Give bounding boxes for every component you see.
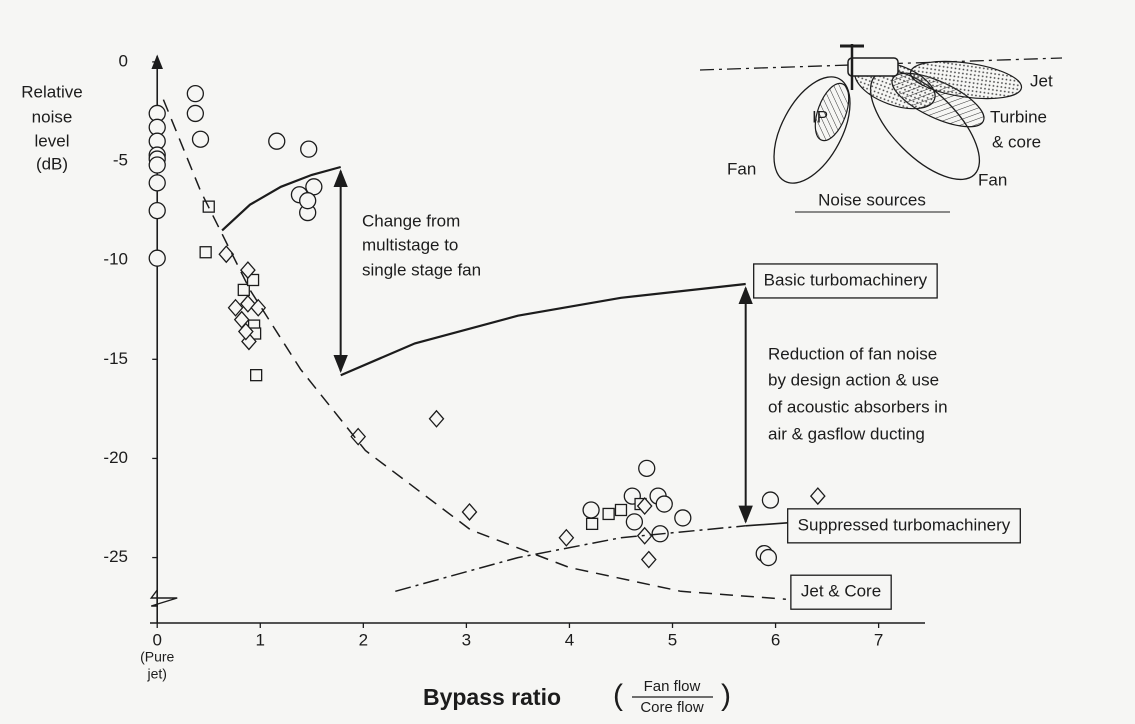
point bbox=[237, 283, 250, 297]
annotation-text: of acoustic absorbers in bbox=[768, 397, 948, 416]
y-axis-label: Relative bbox=[21, 82, 82, 101]
ip-lobe bbox=[814, 82, 850, 142]
point bbox=[268, 132, 286, 150]
x-tick-label: 4 bbox=[565, 630, 574, 649]
x-tick-note: jet) bbox=[146, 666, 166, 682]
annotation-text: by design action & use bbox=[768, 370, 939, 389]
line-series bbox=[395, 525, 746, 593]
point bbox=[640, 550, 657, 569]
series-label: Basic turbomachinery bbox=[764, 270, 928, 289]
series-label-box bbox=[787, 508, 1021, 544]
series-label: Jet & Core bbox=[801, 582, 881, 601]
y-tick-label: -5 bbox=[113, 151, 128, 170]
series-label-box bbox=[753, 263, 938, 299]
engine bbox=[847, 57, 899, 77]
point bbox=[428, 409, 445, 428]
point bbox=[148, 156, 166, 174]
point bbox=[761, 491, 780, 509]
point bbox=[218, 245, 235, 264]
y-tick-label: -25 bbox=[103, 547, 128, 566]
annotation-text: Reduction of fan noise bbox=[768, 344, 937, 363]
x-tick-label: 3 bbox=[462, 630, 471, 649]
point bbox=[759, 548, 778, 567]
y-tick-label: -10 bbox=[103, 250, 128, 269]
y-tick-label: 0 bbox=[119, 51, 128, 70]
point bbox=[237, 322, 254, 341]
point bbox=[300, 140, 318, 158]
x-tick-label: 1 bbox=[256, 630, 265, 649]
fan-front-lobe bbox=[773, 76, 851, 184]
point bbox=[602, 507, 615, 521]
point bbox=[250, 369, 263, 382]
point bbox=[227, 298, 244, 317]
point bbox=[809, 487, 826, 506]
x-axis-label-numerator: Fan flow bbox=[644, 678, 701, 695]
inset-label: & core bbox=[992, 132, 1041, 151]
point bbox=[191, 130, 210, 148]
x-tick-label: 7 bbox=[874, 630, 883, 649]
point bbox=[250, 298, 267, 317]
annotation-text: single stage fan bbox=[362, 260, 481, 279]
series-label: Suppressed turbomachinery bbox=[798, 515, 1011, 534]
series-label-connector bbox=[745, 522, 788, 527]
noise-sources-inset: Jet Turbine & core Fan Fan IP Noise sour… bbox=[699, 44, 1063, 213]
x-axis-label: Bypass ratio bbox=[423, 684, 561, 710]
annotation-text: Change from bbox=[362, 211, 460, 230]
y-axis-label: noise bbox=[32, 107, 73, 126]
point bbox=[148, 201, 166, 220]
line-series bbox=[162, 99, 786, 600]
y-tick-label: -15 bbox=[103, 349, 128, 368]
point bbox=[186, 104, 204, 123]
point bbox=[625, 513, 644, 531]
annotation-text: air & gasflow ducting bbox=[768, 424, 925, 443]
axis-break bbox=[149, 589, 178, 607]
point bbox=[655, 495, 673, 513]
y-axis-label: (dB) bbox=[36, 154, 68, 173]
point bbox=[148, 249, 166, 267]
y-tick-label: -20 bbox=[103, 448, 128, 467]
point bbox=[186, 84, 204, 103]
inset-title: Noise sources bbox=[818, 190, 926, 209]
inset-label: Turbine bbox=[990, 107, 1047, 126]
point bbox=[240, 261, 256, 280]
point bbox=[246, 273, 260, 287]
point bbox=[199, 246, 212, 259]
inset-label: Jet bbox=[1030, 71, 1053, 90]
x-tick-label: 5 bbox=[668, 630, 677, 649]
point bbox=[461, 502, 478, 521]
y-axis-label: level bbox=[35, 131, 70, 150]
inset-label: IP bbox=[812, 107, 828, 126]
inset-label: Fan bbox=[978, 170, 1007, 189]
x-tick-label: 0 bbox=[152, 630, 161, 649]
point bbox=[299, 192, 317, 210]
x-tick-label: 2 bbox=[359, 630, 368, 649]
line-series bbox=[221, 165, 746, 377]
point bbox=[636, 497, 653, 516]
point bbox=[558, 528, 575, 547]
x-tick-label: 6 bbox=[771, 630, 780, 649]
paren: ( bbox=[613, 679, 623, 712]
point bbox=[585, 517, 599, 531]
inset-label: Fan bbox=[727, 159, 756, 178]
point bbox=[350, 427, 367, 446]
point bbox=[148, 174, 166, 192]
paren: ) bbox=[721, 679, 731, 712]
x-tick-note: (Pure bbox=[140, 649, 174, 665]
point bbox=[582, 501, 600, 519]
series-label-box bbox=[790, 574, 892, 610]
point bbox=[674, 509, 692, 527]
jet-lobe bbox=[909, 60, 1023, 100]
annotation-text: multistage to bbox=[362, 235, 458, 254]
point bbox=[638, 459, 656, 477]
x-axis-label-denominator: Core flow bbox=[640, 699, 704, 716]
point bbox=[614, 503, 628, 517]
